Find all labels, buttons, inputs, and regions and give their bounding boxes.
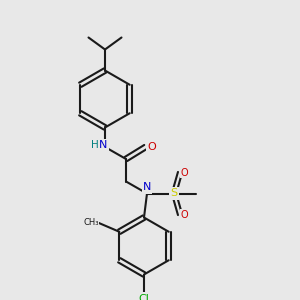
Text: O: O	[147, 142, 156, 152]
Text: O: O	[181, 167, 188, 178]
Text: N: N	[143, 182, 151, 193]
Text: Cl: Cl	[139, 293, 149, 300]
Text: CH₃: CH₃	[83, 218, 99, 227]
Text: N: N	[99, 140, 108, 151]
Text: H: H	[91, 140, 98, 151]
Text: O: O	[181, 209, 188, 220]
Text: S: S	[170, 188, 178, 199]
